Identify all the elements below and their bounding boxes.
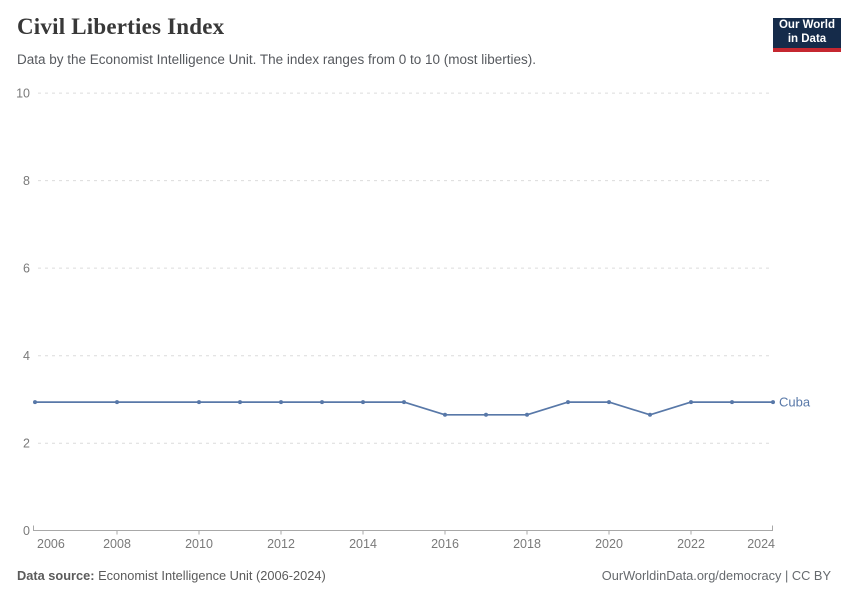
data-point xyxy=(238,400,242,405)
x-tick-label: 2024 xyxy=(747,537,775,551)
owid-logo: Our World in Data xyxy=(773,18,841,52)
data-point xyxy=(607,400,611,405)
data-point xyxy=(525,412,529,417)
data-point xyxy=(689,400,693,405)
y-tick-label: 4 xyxy=(23,349,30,363)
data-point xyxy=(402,400,406,405)
owid-logo-line2: in Data xyxy=(787,33,827,45)
data-source-note: Data source: Economist Intelligence Unit… xyxy=(17,568,326,583)
data-point xyxy=(484,412,488,417)
x-tick-label: 2006 xyxy=(37,537,65,551)
data-source-label: Data source: xyxy=(17,568,95,583)
data-point xyxy=(197,400,201,405)
y-tick-label: 0 xyxy=(23,524,30,538)
data-point xyxy=(443,412,447,417)
x-tick-label: 2022 xyxy=(677,537,705,551)
data-point xyxy=(648,412,652,417)
data-point xyxy=(320,400,324,405)
x-tick-label: 2018 xyxy=(513,537,541,551)
data-point xyxy=(33,400,37,405)
x-tick-label: 2020 xyxy=(595,537,623,551)
credit-line: OurWorldinData.org/democracy | CC BY xyxy=(601,568,831,583)
owid-logo-line1: Our World xyxy=(778,19,835,32)
data-point xyxy=(115,400,119,405)
series-end-label: Cuba xyxy=(779,395,811,410)
y-tick-label: 2 xyxy=(23,437,30,451)
y-tick-label: 10 xyxy=(16,86,30,100)
data-source-value: Economist Intelligence Unit (2006-2024) xyxy=(98,568,326,583)
data-point xyxy=(771,400,775,405)
x-tick-label: 2008 xyxy=(103,537,131,551)
y-tick-label: 6 xyxy=(23,261,30,275)
data-point xyxy=(730,400,734,405)
x-tick-label: 2016 xyxy=(431,537,459,551)
page-title: Civil Liberties Index xyxy=(17,14,225,39)
data-point xyxy=(279,400,283,405)
data-point xyxy=(566,400,570,405)
chart-subtitle: Data by the Economist Intelligence Unit.… xyxy=(17,52,536,67)
x-tick-label: 2010 xyxy=(185,537,213,551)
x-tick-label: 2012 xyxy=(267,537,295,551)
x-tick-label: 2014 xyxy=(349,537,377,551)
data-point xyxy=(361,400,365,405)
series-line-cuba xyxy=(34,401,774,416)
y-tick-label: 8 xyxy=(23,174,30,188)
